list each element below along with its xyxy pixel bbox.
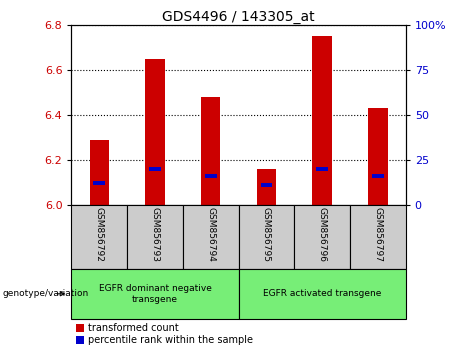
Text: GSM856795: GSM856795 <box>262 207 271 262</box>
Bar <box>257 169 276 205</box>
Bar <box>238 205 294 269</box>
Text: EGFR activated transgene: EGFR activated transgene <box>263 289 381 298</box>
Bar <box>205 174 217 178</box>
Bar <box>316 167 328 171</box>
Bar <box>183 205 238 269</box>
Bar <box>350 205 406 269</box>
Text: EGFR dominant negative
transgene: EGFR dominant negative transgene <box>99 284 212 303</box>
Bar <box>313 36 332 205</box>
Text: GSM856793: GSM856793 <box>150 207 160 262</box>
Bar <box>149 167 161 171</box>
Bar <box>201 97 220 205</box>
Bar <box>260 183 272 187</box>
Bar <box>294 205 350 269</box>
Bar <box>71 205 127 269</box>
Bar <box>94 181 105 185</box>
Legend: transformed count, percentile rank within the sample: transformed count, percentile rank withi… <box>77 324 253 346</box>
Title: GDS4496 / 143305_at: GDS4496 / 143305_at <box>162 10 315 24</box>
Bar <box>89 140 109 205</box>
Text: GSM856796: GSM856796 <box>318 207 327 262</box>
Bar <box>145 59 165 205</box>
Bar <box>71 269 239 319</box>
Bar <box>368 108 388 205</box>
Bar <box>238 269 406 319</box>
Bar <box>372 174 384 178</box>
Text: genotype/variation: genotype/variation <box>2 289 89 298</box>
Text: GSM856792: GSM856792 <box>95 207 104 262</box>
Text: GSM856794: GSM856794 <box>206 207 215 262</box>
Bar <box>127 205 183 269</box>
Text: GSM856797: GSM856797 <box>373 207 382 262</box>
